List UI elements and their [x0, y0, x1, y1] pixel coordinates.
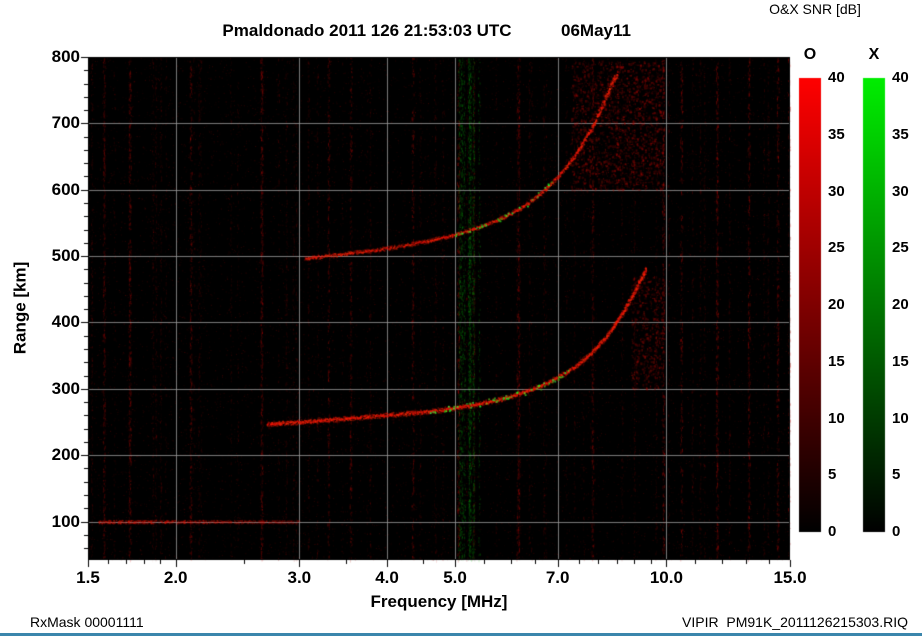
colorbar-o-tick-label: 25 [828, 239, 845, 257]
x-axis-tick-label: 1.5 [76, 568, 100, 587]
colorbar-x-tick-label: 15 [892, 352, 909, 370]
y-axis-tick-label: 600 [51, 179, 80, 199]
colorbar-o-tick-label: 35 [828, 125, 845, 143]
colorbar-o-tick-label: 30 [828, 182, 845, 200]
x-axis-tick-label: 2.0 [163, 568, 188, 587]
x-axis-tick-label: 10.0 [649, 568, 683, 587]
colorbar-x-tick-label: 30 [892, 182, 909, 200]
colorbar-o-tick-label: 20 [828, 296, 845, 313]
colorbar-x-tick-label: 5 [892, 466, 901, 484]
y-axis-tick-label: 800 [51, 47, 80, 66]
footer-rxmask: RxMask 00001111 [30, 614, 144, 630]
x-axis-tick-label: 3.0 [287, 568, 312, 587]
plot-title: Pmaldonado 2011 126 21:53:03 UTC [222, 21, 512, 40]
colorbar-title: O&X SNR [dB] [769, 1, 861, 17]
colorbar-o-label: O [803, 46, 817, 63]
x-axis-tick-label: 5.0 [443, 568, 467, 587]
y-axis-tick-label: 100 [51, 511, 80, 531]
colorbar-x-tick-label: 25 [892, 239, 909, 257]
colorbar-x-tick-label: 35 [892, 125, 909, 143]
colorbar-x-tick-label: 0 [892, 523, 901, 540]
colorbar-o-tick-label: 5 [828, 466, 837, 484]
plot-date: 06May11 [561, 21, 631, 40]
colorbar-o-tick-label: 15 [828, 352, 845, 370]
colorbar-x-tick-label: 40 [892, 69, 909, 86]
x-axis-tick-label: 7.0 [545, 568, 570, 587]
x-axis-label: Frequency [MHz] [370, 592, 508, 611]
y-axis-tick-label: 700 [51, 113, 80, 133]
colorbar-o-tick-label: 40 [828, 69, 845, 86]
footer-filename: VIPIR PM91K_2011126215303.RIQ [682, 614, 908, 630]
colorbar-x-label: X [868, 46, 880, 63]
y-axis-tick-label: 200 [51, 445, 80, 465]
colorbar-x-tick-label: 10 [892, 409, 909, 427]
y-axis-label: Range [km] [10, 261, 30, 355]
window-bottom-edge [0, 633, 922, 636]
colorbar-o-tick-label: 10 [828, 409, 845, 427]
y-axis-tick-label: 400 [51, 312, 80, 332]
y-axis-tick-label: 500 [51, 246, 80, 266]
colorbar-o-tick-label: 0 [828, 523, 837, 540]
x-axis-tick-label: 15.0 [773, 568, 807, 587]
colorbar-x-tick-label: 20 [892, 296, 909, 313]
y-axis-tick-label: 300 [51, 378, 80, 398]
x-axis-tick-label: 4.0 [375, 568, 399, 587]
